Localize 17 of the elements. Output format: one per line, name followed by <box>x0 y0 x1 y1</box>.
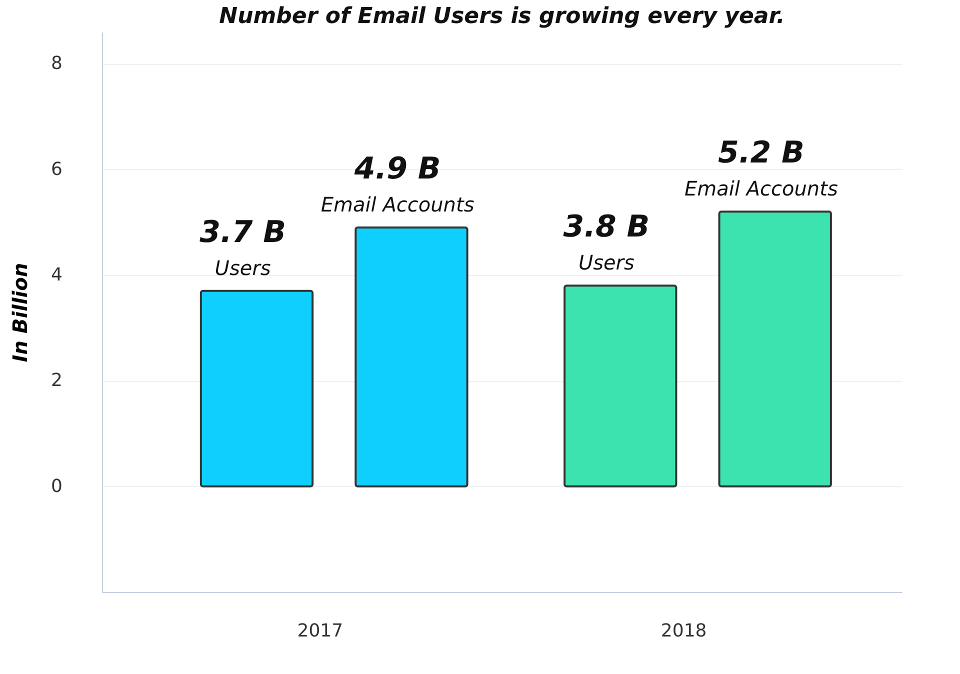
x-tick-label: 2017 <box>297 620 344 642</box>
data-label: 3.7 B <box>200 214 286 250</box>
y-tick-label: 4 <box>51 264 62 286</box>
y-axis-title: In Billion <box>8 262 32 362</box>
y-tick-label: 2 <box>51 370 62 392</box>
x-tick-label: 2018 <box>660 620 707 642</box>
series-label: Users <box>214 256 271 280</box>
text: Email Accounts <box>684 176 838 201</box>
data-label: 3.8 B <box>563 210 650 245</box>
text: Users <box>578 250 634 275</box>
data-label: 5.2 B <box>718 136 804 171</box>
y-tick-label: 6 <box>51 158 62 180</box>
chart-title: Number of Email Users is growing every year. <box>219 4 785 29</box>
y-tick-label: 8 <box>51 53 62 74</box>
y-tick-label: 0 <box>51 476 62 497</box>
data-label: 4.9 B <box>353 151 441 186</box>
series-label: Email Accounts <box>320 192 474 216</box>
